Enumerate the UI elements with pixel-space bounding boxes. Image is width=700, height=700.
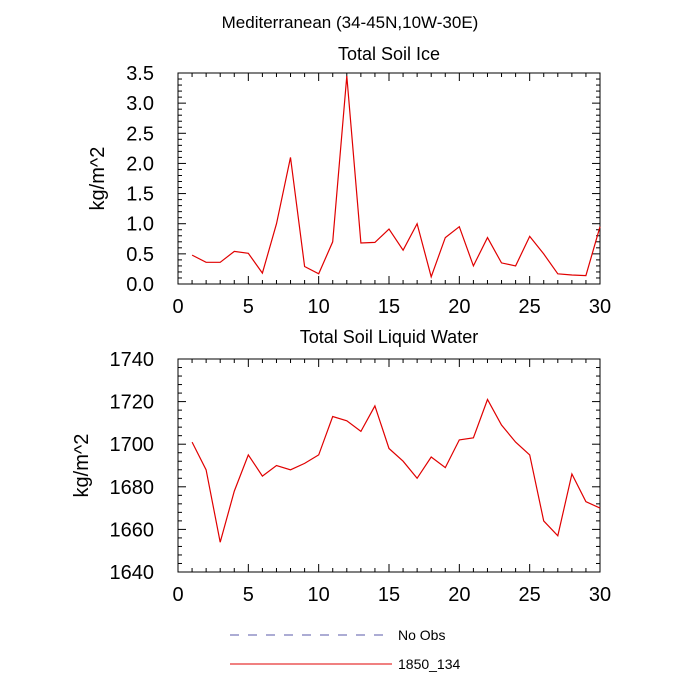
series-line-1850_134 <box>191 398 601 543</box>
y-tick-label: 0.5 <box>126 244 154 266</box>
y-tick-label: 2.5 <box>126 123 154 145</box>
y-tick-label: 3.5 <box>126 63 154 85</box>
chart-panel-soil-ice: Total Soil Ice 0 5 10 15 20 25 30 0.0 0.5 1.0 1.5 2.… <box>87 44 611 318</box>
x-tick-label: 30 <box>589 584 611 606</box>
x-tick-label: 0 <box>172 296 183 318</box>
x-tick-label: 15 <box>378 584 400 606</box>
y-tick-label: 1700 <box>110 434 155 456</box>
y-tick-label: 1.0 <box>126 214 154 236</box>
y-tick-label: 1640 <box>110 562 155 584</box>
x-tick-label: 10 <box>308 296 330 318</box>
legend-label: No Obs <box>398 627 445 643</box>
series-line-1850_134 <box>191 75 601 279</box>
x-tick-label: 15 <box>378 296 400 318</box>
y-tick-label: 0.0 <box>126 274 154 296</box>
y-tick-label: 1740 <box>110 349 155 371</box>
plot-frame <box>177 358 601 573</box>
x-tick-label: 0 <box>172 584 183 606</box>
x-tick-label: 5 <box>243 584 254 606</box>
x-tick-label: 25 <box>519 584 541 606</box>
legend: No Obs 1850_134 <box>230 627 461 672</box>
chart-panel-soil-liquid-water: Total Soil Liquid Water 0 5 10 15 20 25 30 1640 1… <box>71 327 611 606</box>
y-tick-label: 1720 <box>110 392 155 414</box>
y-axis-label: kg/m^2 <box>71 434 93 498</box>
y-tick-label: 3.0 <box>126 93 154 115</box>
chart-title: Total Soil Ice <box>338 44 440 64</box>
x-tick-label: 10 <box>308 584 330 606</box>
y-tick-label: 1660 <box>110 519 155 541</box>
y-axis-label: kg/m^2 <box>87 147 109 211</box>
x-tick-label: 5 <box>243 296 254 318</box>
x-tick-label: 30 <box>589 296 611 318</box>
legend-label: 1850_134 <box>398 656 461 672</box>
x-tick-label: 20 <box>448 584 470 606</box>
y-tick-label: 2.0 <box>126 153 154 175</box>
y-tick-label: 1680 <box>110 477 155 499</box>
chart-title: Total Soil Liquid Water <box>300 327 478 347</box>
x-tick-label: 20 <box>448 296 470 318</box>
figure-title: Mediterranean (34-45N,10W-30E) <box>222 13 479 32</box>
y-tick-label: 1.5 <box>126 184 154 206</box>
x-tick-label: 25 <box>519 296 541 318</box>
